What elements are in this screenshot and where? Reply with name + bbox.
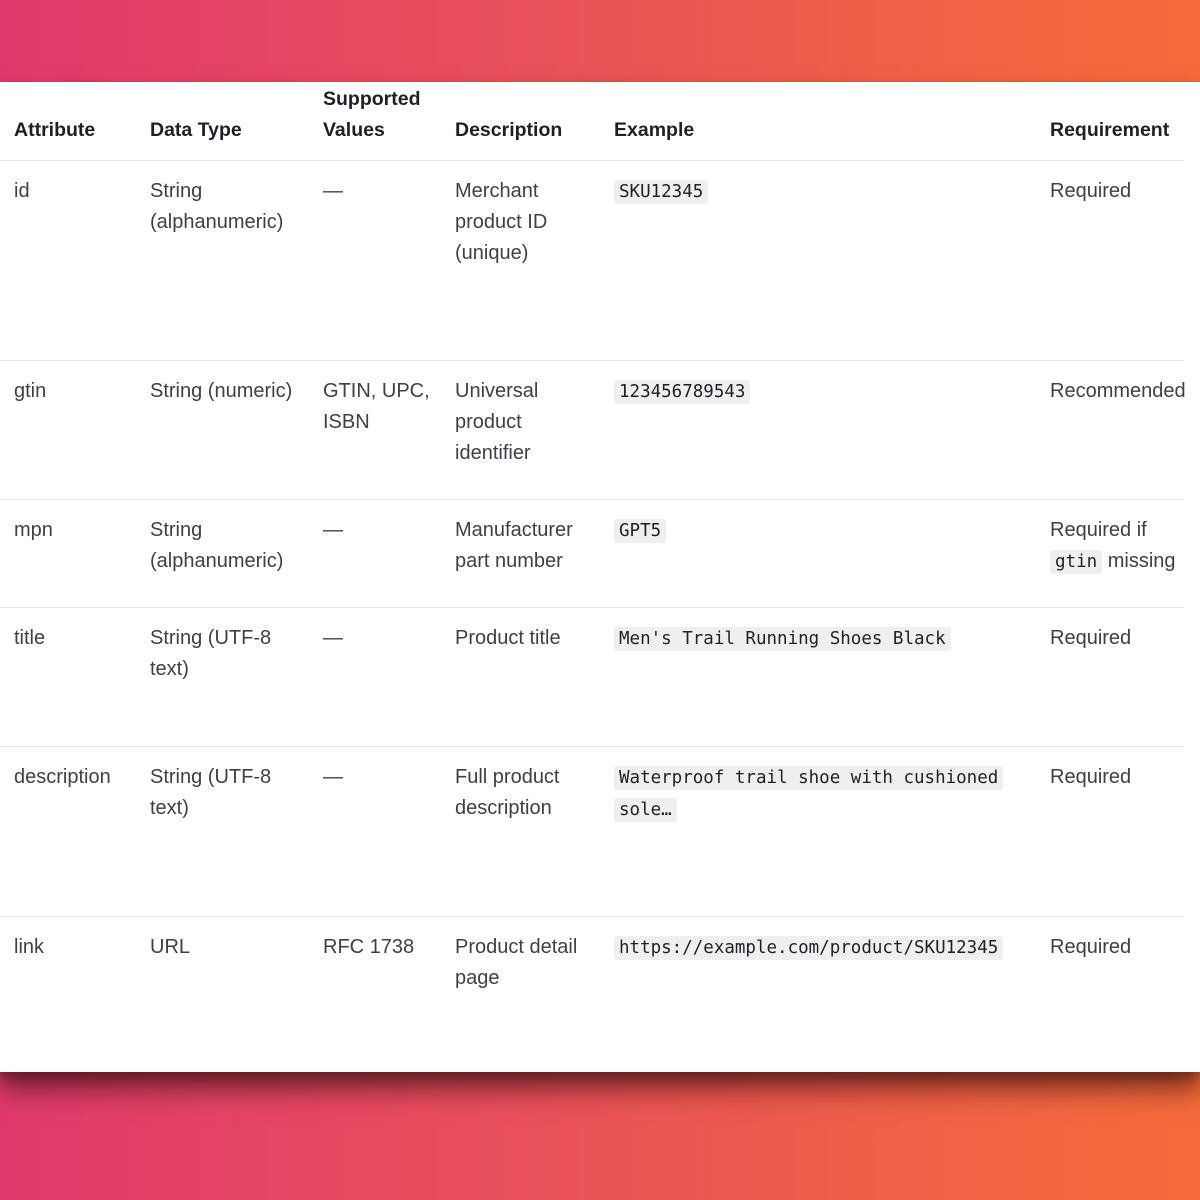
cell-requirement: Recommended xyxy=(1036,360,1186,500)
cell-example: Men's Trail Running Shoes Black xyxy=(600,607,1036,747)
requirement-suffix: missing xyxy=(1107,550,1176,572)
table-row: id String (alphanumeric) — Merchant prod… xyxy=(0,160,1184,361)
cell-description: Product title xyxy=(441,607,600,747)
cell-supported-values: — xyxy=(309,499,441,608)
cell-description: Merchant product ID (unique) xyxy=(441,160,600,361)
header-supported-values-line1: Supported xyxy=(323,88,421,110)
cell-example: Waterproof trail shoe with cushioned sol… xyxy=(600,746,1036,917)
cell-supported-values: — xyxy=(309,746,441,917)
cell-requirement: Required xyxy=(1036,916,1184,994)
cell-data-type: String (alphanumeric) xyxy=(136,160,309,361)
cell-example: SKU12345 xyxy=(600,160,1036,361)
requirement-code: gtin xyxy=(1050,550,1103,574)
header-supported-values: Supported Values xyxy=(309,82,441,161)
table-row: mpn String (alphanumeric) — Manufacturer… xyxy=(0,499,1184,608)
cell-attribute: link xyxy=(0,916,136,994)
cell-attribute: gtin xyxy=(0,360,136,500)
cell-attribute: title xyxy=(0,607,136,747)
example-code: Waterproof trail shoe with cushioned sol… xyxy=(614,766,1004,822)
product-attributes-table: Attribute Data Type Supported Values Desc… xyxy=(0,82,1186,994)
example-code: GPT5 xyxy=(614,519,667,543)
header-supported-values-line2: Values xyxy=(323,119,385,141)
example-code: Men's Trail Running Shoes Black xyxy=(614,627,951,651)
cell-supported-values: — xyxy=(309,607,441,747)
table-row: description String (UTF-8 text) — Full p… xyxy=(0,746,1184,917)
example-code: 123456789543 xyxy=(614,380,751,404)
cell-description: Universal product identifier xyxy=(441,360,600,500)
header-description: Description xyxy=(455,119,563,141)
header-attribute: Attribute xyxy=(14,119,96,141)
cell-data-type: String (UTF-8 text) xyxy=(136,607,309,747)
cell-attribute: mpn xyxy=(0,499,136,608)
header-requirement: Requirement xyxy=(1050,119,1170,141)
example-code: https://example.com/product/SKU12345 xyxy=(614,936,1004,960)
cell-requirement: Required xyxy=(1036,160,1184,361)
cell-requirement: Required if gtin missing xyxy=(1036,499,1184,608)
cell-data-type: String (UTF-8 text) xyxy=(136,746,309,917)
cell-requirement: Required xyxy=(1036,746,1184,917)
cell-description: Product detail page xyxy=(441,916,600,994)
table-row: gtin String (numeric) GTIN, UPC, ISBN Un… xyxy=(0,360,1186,500)
table-header-row: Attribute Data Type Supported Values Desc… xyxy=(0,82,1184,161)
cell-supported-values: GTIN, UPC, ISBN xyxy=(309,360,441,500)
cell-supported-values: — xyxy=(309,160,441,361)
spec-table-card: Attribute Data Type Supported Values Desc… xyxy=(0,82,1200,1072)
cell-data-type: String (alphanumeric) xyxy=(136,499,309,608)
cell-supported-values: RFC 1738 xyxy=(309,916,441,994)
cell-description: Full product description xyxy=(441,746,600,917)
cell-data-type: String (numeric) xyxy=(136,360,309,500)
header-example: Example xyxy=(614,119,695,141)
cell-attribute: id xyxy=(0,160,136,361)
cell-attribute: description xyxy=(0,746,136,917)
table-row: link URL RFC 1738 Product detail page ht… xyxy=(0,916,1184,994)
header-data-type: Data Type xyxy=(150,119,242,141)
cell-description: Manufacturer part number xyxy=(441,499,600,608)
cell-example: GPT5 xyxy=(600,499,1036,608)
cell-example: https://example.com/product/SKU12345 xyxy=(600,916,1036,994)
cell-data-type: URL xyxy=(136,916,309,994)
example-code: SKU12345 xyxy=(614,180,709,204)
requirement-prefix: Required if xyxy=(1050,519,1147,541)
table-row: title String (UTF-8 text) — Product titl… xyxy=(0,607,1184,747)
cell-example: 123456789543 xyxy=(600,360,1036,500)
cell-requirement: Required xyxy=(1036,607,1184,747)
